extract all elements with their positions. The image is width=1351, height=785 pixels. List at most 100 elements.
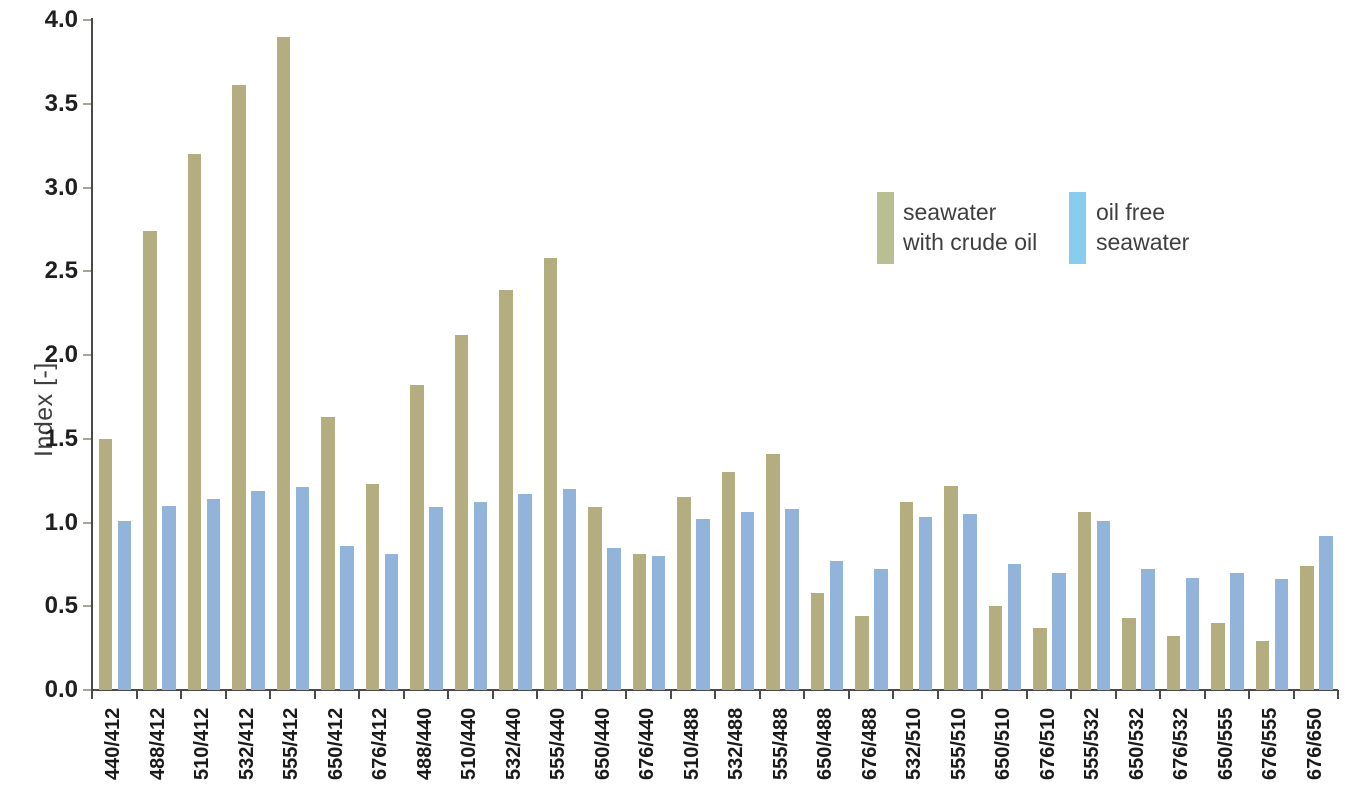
x-tick-label: 650/440 [591, 707, 614, 781]
x-tick-label: 676/510 [1036, 707, 1059, 781]
x-tick [224, 690, 227, 699]
x-tick [1159, 690, 1161, 699]
bar-oil-free-555-412 [295, 487, 309, 690]
bar-oil-free-676-650 [1319, 535, 1333, 690]
x-tick-label: 676/440 [636, 707, 659, 781]
x-tick [536, 690, 538, 699]
x-tick [91, 690, 93, 699]
bar-crude-oil-555-488 [766, 453, 780, 690]
bar-crude-oil-555-532 [1077, 512, 1091, 690]
bar-crude-oil-650-555 [1211, 623, 1225, 690]
bar-oil-free-510-440 [473, 502, 487, 690]
bar-oil-free-532-412 [251, 490, 265, 690]
x-tick [847, 690, 850, 699]
x-tick [1070, 690, 1072, 699]
legend-swatch-oil-free [1069, 192, 1086, 264]
bar-oil-free-440-412 [117, 520, 131, 690]
x-tick [758, 690, 761, 699]
bar-oil-free-555-440 [562, 489, 576, 690]
y-tick-label: 0.0 [44, 676, 78, 703]
x-tick [1203, 690, 1206, 699]
x-tick [1025, 690, 1028, 699]
y-tick [83, 605, 91, 608]
y-tick [83, 19, 91, 21]
bar-crude-oil-510-488 [677, 497, 691, 690]
x-tick [313, 690, 316, 699]
x-tick-label: 650/412 [324, 707, 347, 781]
bar-crude-oil-532-440 [499, 289, 513, 690]
x-tick-label: 488/412 [146, 707, 169, 781]
x-tick-label: 676/532 [1170, 707, 1193, 781]
x-tick-label: 532/440 [502, 707, 525, 781]
x-tick [491, 690, 494, 699]
x-tick [580, 690, 583, 699]
x-tick-label: 650/555 [1214, 707, 1237, 781]
bar-crude-oil-676-555 [1255, 641, 1269, 690]
x-tick-label: 555/510 [947, 707, 970, 781]
bar-oil-free-555-532 [1096, 520, 1110, 690]
x-tick-label: 555/412 [280, 707, 303, 781]
x-tick-label: 676/555 [1259, 707, 1282, 781]
y-axis-line [91, 18, 93, 691]
bar-oil-free-676-488 [874, 569, 888, 690]
y-tick-label: 2.5 [44, 257, 78, 285]
bar-crude-oil-555-440 [543, 257, 557, 690]
y-tick-label: 3.5 [44, 89, 78, 117]
bar-oil-free-555-488 [785, 509, 799, 690]
bar-crude-oil-532-510 [899, 502, 913, 690]
x-tick [135, 690, 138, 699]
x-tick-label: 555/440 [547, 707, 570, 781]
bar-oil-free-532-488 [740, 512, 754, 690]
x-tick [1292, 690, 1295, 699]
x-tick-label: 440/412 [102, 707, 125, 781]
bar-oil-free-510-412 [206, 499, 220, 690]
bar-crude-oil-555-412 [276, 36, 290, 690]
y-tick [83, 521, 91, 524]
x-tick-label: 676/488 [858, 707, 881, 781]
bar-crude-oil-650-412 [321, 416, 335, 690]
y-tick [83, 102, 91, 105]
legend-swatch-crude-oil [877, 192, 894, 264]
x-tick [981, 690, 983, 699]
y-tick-label: 3.0 [44, 173, 78, 201]
bar-oil-free-510-488 [696, 519, 710, 690]
x-tick-label: 488/440 [413, 707, 436, 781]
x-tick-label: 510/412 [191, 707, 214, 781]
x-tick [1248, 690, 1250, 699]
bar-crude-oil-555-510 [944, 485, 958, 690]
x-tick [447, 690, 449, 699]
x-tick-label: 510/440 [458, 707, 481, 781]
x-tick [803, 690, 805, 699]
x-tick-label: 676/650 [1303, 707, 1326, 781]
bar-oil-free-555-510 [963, 514, 977, 690]
bar-oil-free-488-440 [429, 507, 443, 690]
bar-crude-oil-676-650 [1300, 566, 1314, 690]
bar-oil-free-488-412 [162, 505, 176, 690]
bar-crude-oil-676-532 [1166, 636, 1180, 690]
x-tick [1337, 690, 1339, 699]
x-tick [402, 690, 405, 699]
bar-crude-oil-488-412 [143, 231, 157, 690]
x-tick-label: 510/488 [680, 707, 703, 781]
y-tick-label: 4.0 [44, 6, 78, 33]
y-tick-label: 1.0 [44, 508, 78, 536]
bar-crude-oil-676-510 [1033, 628, 1047, 690]
bar-crude-oil-532-488 [721, 472, 735, 690]
bar-oil-free-532-510 [918, 517, 932, 690]
legend-label-line: seawater [1096, 229, 1190, 255]
bar-oil-free-650-440 [607, 547, 621, 690]
x-tick-label: 555/532 [1081, 707, 1104, 781]
legend-label-line: oil free [1096, 199, 1166, 225]
x-tick [625, 690, 627, 699]
bar-oil-free-676-412 [384, 554, 398, 690]
bar-oil-free-650-510 [1007, 564, 1021, 690]
bar-oil-free-676-440 [651, 556, 665, 690]
y-tick [83, 354, 91, 356]
x-tick-label: 532/488 [725, 707, 748, 781]
bar-crude-oil-488-440 [410, 385, 424, 690]
bar-crude-oil-650-532 [1122, 617, 1136, 690]
bar-crude-oil-676-488 [855, 616, 869, 690]
x-tick [269, 690, 271, 699]
bar-oil-free-650-555 [1230, 572, 1244, 690]
